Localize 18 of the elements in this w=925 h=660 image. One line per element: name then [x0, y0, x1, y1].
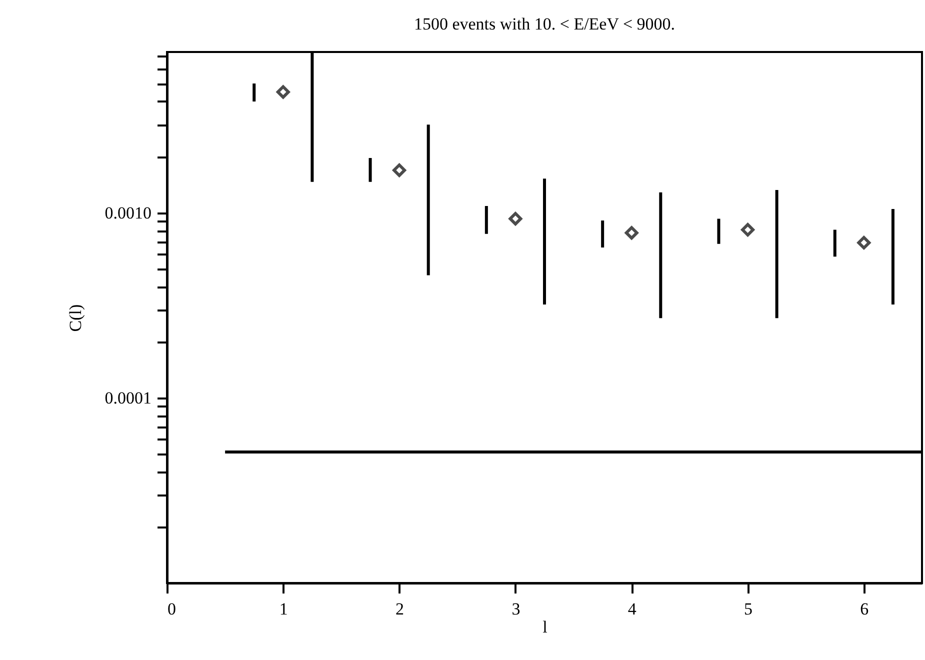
- x-tick-label: 1: [279, 600, 288, 618]
- x-tick-label: 3: [512, 600, 520, 618]
- x-tick-label: 4: [628, 600, 637, 618]
- x-axis-title: l: [542, 618, 548, 636]
- x-tick-label: 6: [860, 600, 869, 618]
- point: [508, 212, 522, 226]
- y-tick-label: 0.0010: [104, 203, 152, 222]
- point: [624, 226, 638, 240]
- y-tick-label: 0.0001: [104, 388, 152, 408]
- chart-title: 1500 events with 10. < E/EeV < 9000.: [414, 14, 676, 34]
- x-tick-label: 5: [744, 600, 753, 618]
- x-tick-label: 0: [168, 600, 176, 618]
- y-axis-title: C(l): [66, 304, 85, 332]
- point: [741, 223, 755, 237]
- point: [857, 236, 871, 250]
- point: [276, 85, 290, 99]
- x-tick-label: 2: [396, 600, 404, 618]
- point: [392, 163, 406, 177]
